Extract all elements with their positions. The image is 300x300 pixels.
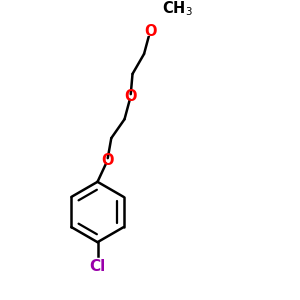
- Text: CH$_3$: CH$_3$: [162, 0, 193, 18]
- Text: Cl: Cl: [89, 259, 106, 274]
- Text: O: O: [101, 153, 113, 168]
- Text: O: O: [144, 24, 156, 39]
- Text: O: O: [124, 89, 137, 104]
